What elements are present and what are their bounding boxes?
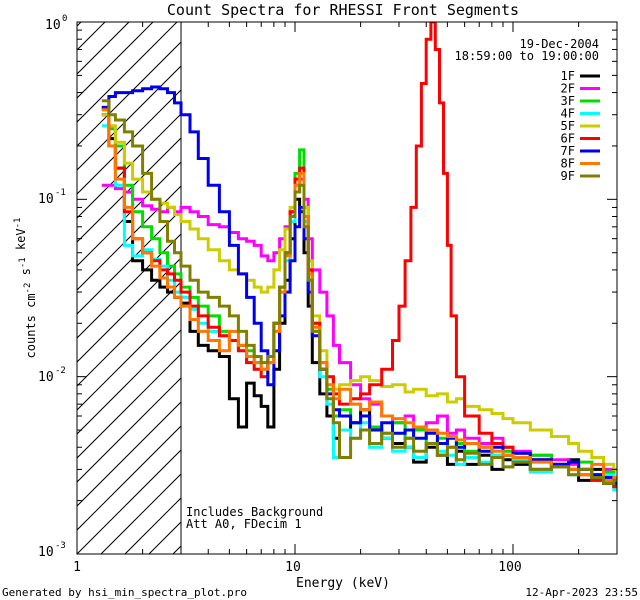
svg-text:0: 0 bbox=[62, 14, 67, 24]
svg-text:-2: -2 bbox=[55, 366, 66, 376]
svg-text:counts cm-2 s-1 keV-1: counts cm-2 s-1 keV-1 bbox=[13, 218, 38, 359]
y-tick-label-1e-1: 10 -1 bbox=[38, 188, 66, 207]
x-tick-label-100: 100 bbox=[498, 560, 521, 575]
y-tick-label-1e0: 10 0 bbox=[45, 14, 67, 33]
series-line-9f bbox=[101, 99, 617, 485]
chart-title: Count Spectra for RHESSI Front Segments bbox=[167, 1, 519, 19]
legend-label-6f: 6F bbox=[561, 132, 575, 146]
y-tick-label-1e-2: 10 -2 bbox=[38, 366, 66, 385]
x-axis-label: Energy (keV) bbox=[296, 576, 390, 591]
svg-text:10: 10 bbox=[38, 370, 54, 385]
legend-time-range: 18:59:00 to 19:00:00 bbox=[455, 49, 600, 63]
legend-label-2f: 2F bbox=[561, 82, 575, 96]
plot-frame bbox=[76, 21, 618, 555]
y-tick-label-1e-3: 10 -3 bbox=[38, 541, 66, 560]
svg-text:-3: -3 bbox=[55, 541, 66, 551]
legend: 19-Dec-2004 18:59:00 to 19:00:00 1F2F3F4… bbox=[455, 37, 600, 183]
legend-label-3f: 3F bbox=[561, 94, 575, 108]
svg-text:10: 10 bbox=[38, 192, 54, 207]
footer-generated-by: Generated by hsi_min_spectra_plot.pro bbox=[2, 586, 247, 599]
series-line-7f bbox=[101, 85, 617, 485]
legend-label-4f: 4F bbox=[561, 107, 575, 121]
series-line-2f bbox=[101, 177, 617, 482]
series-line-8f bbox=[101, 108, 617, 482]
legend-label-9f: 9F bbox=[561, 169, 575, 183]
x-tick-label-10: 10 bbox=[285, 560, 301, 575]
hatched-region bbox=[77, 22, 182, 554]
footer-timestamp: 12-Apr-2023 23:55 bbox=[525, 586, 638, 599]
legend-label-8f: 8F bbox=[561, 157, 575, 171]
x-tick-label-1: 1 bbox=[73, 560, 81, 575]
annotation-background: Includes Background bbox=[186, 505, 323, 519]
series-layer bbox=[101, 22, 617, 492]
svg-text:10: 10 bbox=[45, 18, 61, 33]
legend-label-7f: 7F bbox=[561, 144, 575, 158]
series-line-5f bbox=[101, 113, 617, 471]
svg-text:10: 10 bbox=[38, 545, 54, 560]
y-axis-label: counts cm-2 s-1 keV-1 bbox=[13, 218, 38, 359]
minor-ticks bbox=[76, 21, 618, 555]
legend-label-1f: 1F bbox=[561, 69, 575, 83]
svg-text:-1: -1 bbox=[55, 188, 66, 198]
legend-label-5f: 5F bbox=[561, 119, 575, 133]
annotation-attenuator: Att A0, FDecim 1 bbox=[186, 517, 302, 531]
legend-date: 19-Dec-2004 bbox=[520, 37, 599, 51]
